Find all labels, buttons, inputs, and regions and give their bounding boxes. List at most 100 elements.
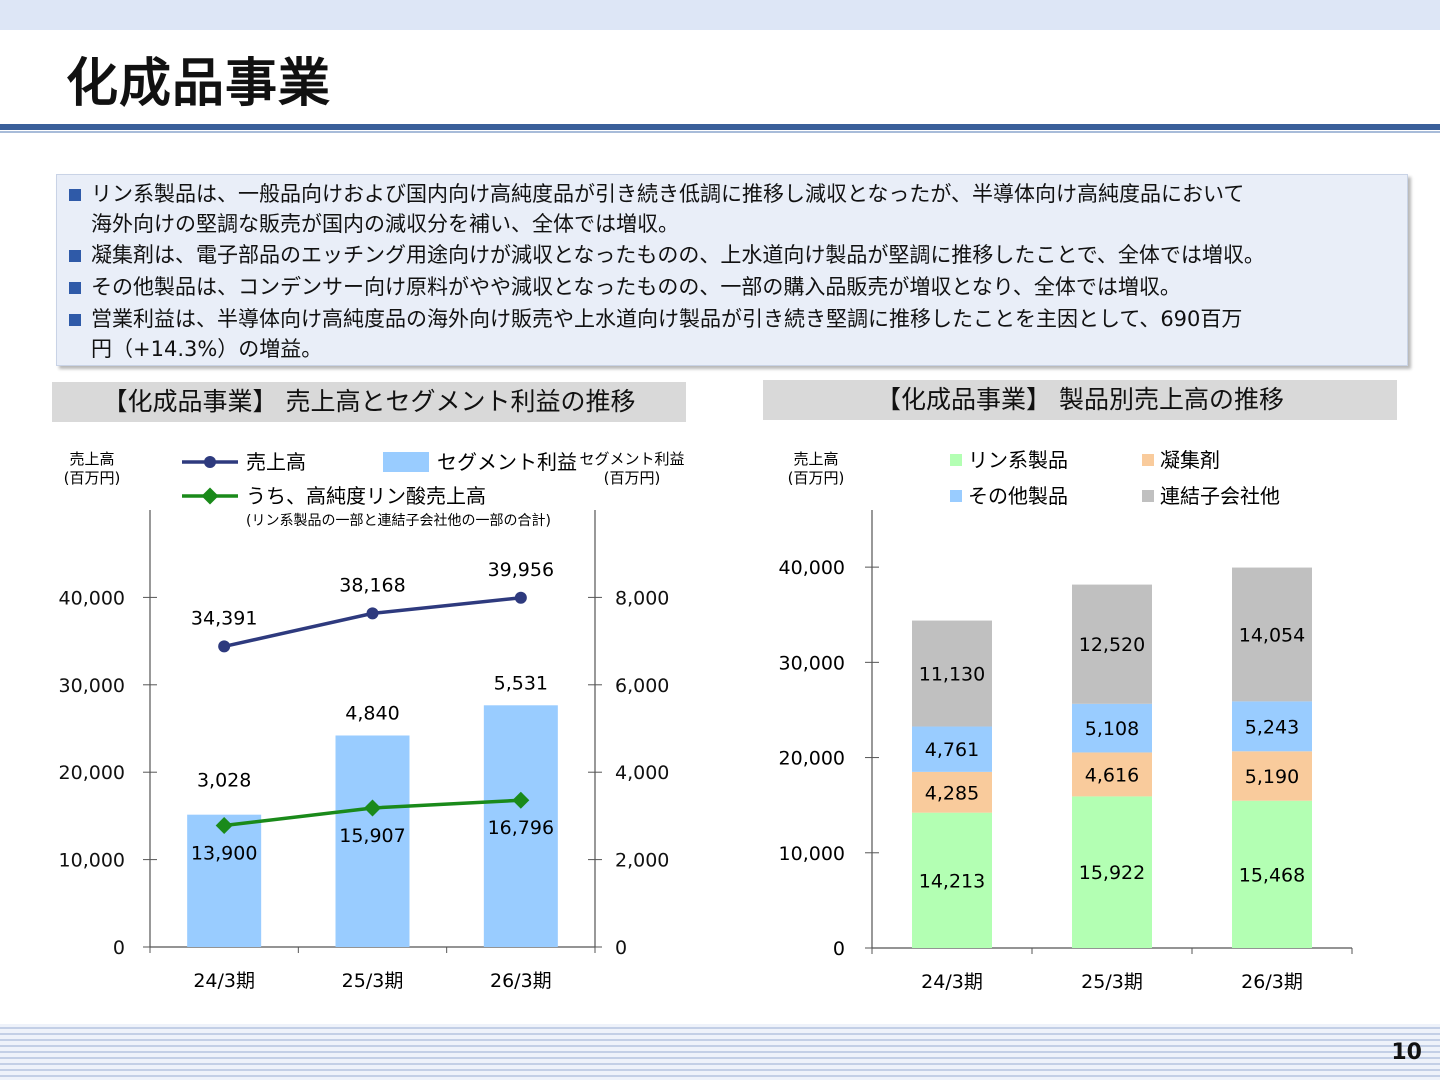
summary-bullet: 凝集剤は、電子部品のエッチング用途向けが減収となったものの、上水道向け製品が堅調… xyxy=(69,240,1399,270)
legend-swatch xyxy=(950,490,962,502)
profit-bar xyxy=(187,814,262,947)
legend-high-purity-label: うち、高純度リン酸売上高 xyxy=(246,484,486,508)
legend-label: 連結子会社他 xyxy=(1160,484,1280,508)
sales-label: 39,956 xyxy=(488,559,554,581)
profit-bar-label: 4,840 xyxy=(345,702,399,724)
legend-swatch xyxy=(1142,454,1154,466)
high-purity-label: 15,907 xyxy=(339,825,405,847)
left-axis-unit: (百万円) xyxy=(64,469,121,487)
sales-point xyxy=(514,591,527,604)
legend-high-purity-note: (リン系製品の一部と連結子会社他の一部の合計) xyxy=(246,513,551,529)
y-tick-label: 30,000 xyxy=(779,652,845,674)
x-category-label: 24/3期 xyxy=(921,971,983,993)
square-bullet-icon xyxy=(69,189,81,201)
y-tick-label: 40,000 xyxy=(779,557,845,579)
segment-label: 15,468 xyxy=(1239,864,1305,886)
stacked-segment xyxy=(912,726,992,772)
left-tick-label: 40,000 xyxy=(59,587,125,609)
right-tick-label: 2,000 xyxy=(615,850,669,872)
stacked-segment xyxy=(1072,752,1152,797)
segment-label: 15,922 xyxy=(1079,862,1145,884)
bullet-line: 営業利益は、半導体向け高純度品の海外向け販売や上水道向け製品が引き続き堅調に推移… xyxy=(91,307,1243,331)
profit-bar-label: 5,531 xyxy=(494,672,548,694)
page-title: 化成品事業 xyxy=(66,54,332,114)
right-chart-header: 【化成品事業】 製品別売上高の推移 xyxy=(763,380,1397,420)
left-chart-header: 【化成品事業】 売上高とセグメント利益の推移 xyxy=(52,382,686,422)
product-sales-chart: 0 10,000 20,000 30,000 40,000 売上高(百万円) 24/3期 25… xyxy=(779,448,1353,993)
title-divider xyxy=(0,124,1440,130)
legend-label: 凝集剤 xyxy=(1160,448,1220,472)
segment-label: 4,616 xyxy=(1085,764,1139,786)
summary-bullet: リン系製品は、一般品向けおよび国内向け高純度品が引き続き低調に推移し減収となった… xyxy=(69,179,1399,239)
stacked-segment xyxy=(1232,567,1312,702)
legend-profit-label: セグメント利益 xyxy=(437,450,577,474)
right-axis-unit: (百万円) xyxy=(604,469,661,487)
square-bullet-icon xyxy=(69,314,81,326)
right-axis-title: セグメント利益 xyxy=(579,450,684,468)
right-tick-label: 6,000 xyxy=(615,675,669,697)
y-tick-label: 10,000 xyxy=(779,843,845,865)
segment-label: 14,054 xyxy=(1239,624,1305,646)
x-category-label: 25/3期 xyxy=(1081,971,1143,993)
segment-label: 12,520 xyxy=(1079,634,1145,656)
summary-box: リン系製品は、一般品向けおよび国内向け高純度品が引き続き低調に推移し減収となった… xyxy=(56,174,1408,366)
stacked-segment xyxy=(1232,701,1312,752)
stacked-segment xyxy=(912,771,992,813)
segment-label: 14,213 xyxy=(919,870,985,892)
stacked-segment xyxy=(1232,751,1312,801)
segment-label: 4,761 xyxy=(925,739,979,761)
stacked-segment xyxy=(912,620,992,727)
sales-point xyxy=(366,607,379,620)
segment-label: 5,190 xyxy=(1245,766,1299,788)
high-purity-label: 13,900 xyxy=(191,843,257,865)
square-bullet-icon xyxy=(69,250,81,262)
stacked-segment xyxy=(1232,800,1312,948)
profit-bar xyxy=(483,705,558,947)
left-tick-label: 10,000 xyxy=(59,850,125,872)
y-tick-label: 0 xyxy=(833,938,845,960)
bullet-line: その他製品は、コンデンサー向け原料がやや減収となったものの、一部の購入品販売が増… xyxy=(91,275,1181,299)
sales-profit-chart: 0 10,000 20,000 30,000 40,000 0 2,000 4,000 6,00… xyxy=(59,450,685,992)
stacked-segment xyxy=(1072,796,1152,948)
legend-label: リン系製品 xyxy=(968,448,1068,472)
legend-label: その他製品 xyxy=(968,484,1068,508)
x-category-label: 25/3期 xyxy=(342,970,404,992)
sales-line xyxy=(223,596,522,649)
title-divider-thin xyxy=(0,131,1440,133)
footer-stripes xyxy=(0,1024,1440,1080)
right-tick-label: 0 xyxy=(615,937,627,959)
segment-label: 4,285 xyxy=(925,782,979,804)
legend-swatch xyxy=(950,454,962,466)
high-purity-point xyxy=(215,817,233,834)
sales-point xyxy=(218,640,231,653)
bullet-line: 円（+14.3%）の増益。 xyxy=(91,337,323,361)
stacked-segment xyxy=(912,812,992,948)
left-axis-title: 売上高 xyxy=(69,450,114,468)
y-tick-label: 20,000 xyxy=(779,748,845,770)
legend-sales-marker xyxy=(204,456,216,468)
bullet-line: 海外向けの堅調な販売が国内の減収分を補い、全体では増収。 xyxy=(91,212,679,236)
left-tick-label: 0 xyxy=(113,937,125,959)
page-number: 10 xyxy=(1391,1040,1422,1065)
right-tick-label: 4,000 xyxy=(615,762,669,784)
x-category-label: 24/3期 xyxy=(193,970,255,992)
high-purity-point xyxy=(512,791,530,809)
high-purity-point xyxy=(364,799,381,817)
bullet-line: リン系製品は、一般品向けおよび国内向け高純度品が引き続き低調に推移し減収となった… xyxy=(91,182,1245,206)
summary-bullet: その他製品は、コンデンサー向け原料がやや減収となったものの、一部の購入品販売が増… xyxy=(69,272,1399,302)
sales-label: 34,391 xyxy=(191,607,257,629)
high-purity-label: 16,796 xyxy=(488,817,554,839)
x-category-label: 26/3期 xyxy=(490,970,552,992)
left-tick-label: 20,000 xyxy=(59,762,125,784)
summary-bullet: 営業利益は、半導体向け高純度品の海外向け販売や上水道向け製品が引き続き堅調に推移… xyxy=(69,304,1399,364)
profit-bar xyxy=(335,735,410,947)
legend-swatch xyxy=(1142,490,1154,502)
profit-bar-label: 3,028 xyxy=(197,770,251,792)
square-bullet-icon xyxy=(69,282,81,294)
segment-label: 5,108 xyxy=(1085,718,1139,740)
bullet-line: 凝集剤は、電子部品のエッチング用途向けが減収となったものの、上水道向け製品が堅調… xyxy=(91,243,1265,267)
top-band xyxy=(0,0,1440,30)
legend-sales-label: 売上高 xyxy=(246,450,306,474)
axis-unit: (百万円) xyxy=(788,469,845,487)
x-category-label: 26/3期 xyxy=(1241,971,1303,993)
